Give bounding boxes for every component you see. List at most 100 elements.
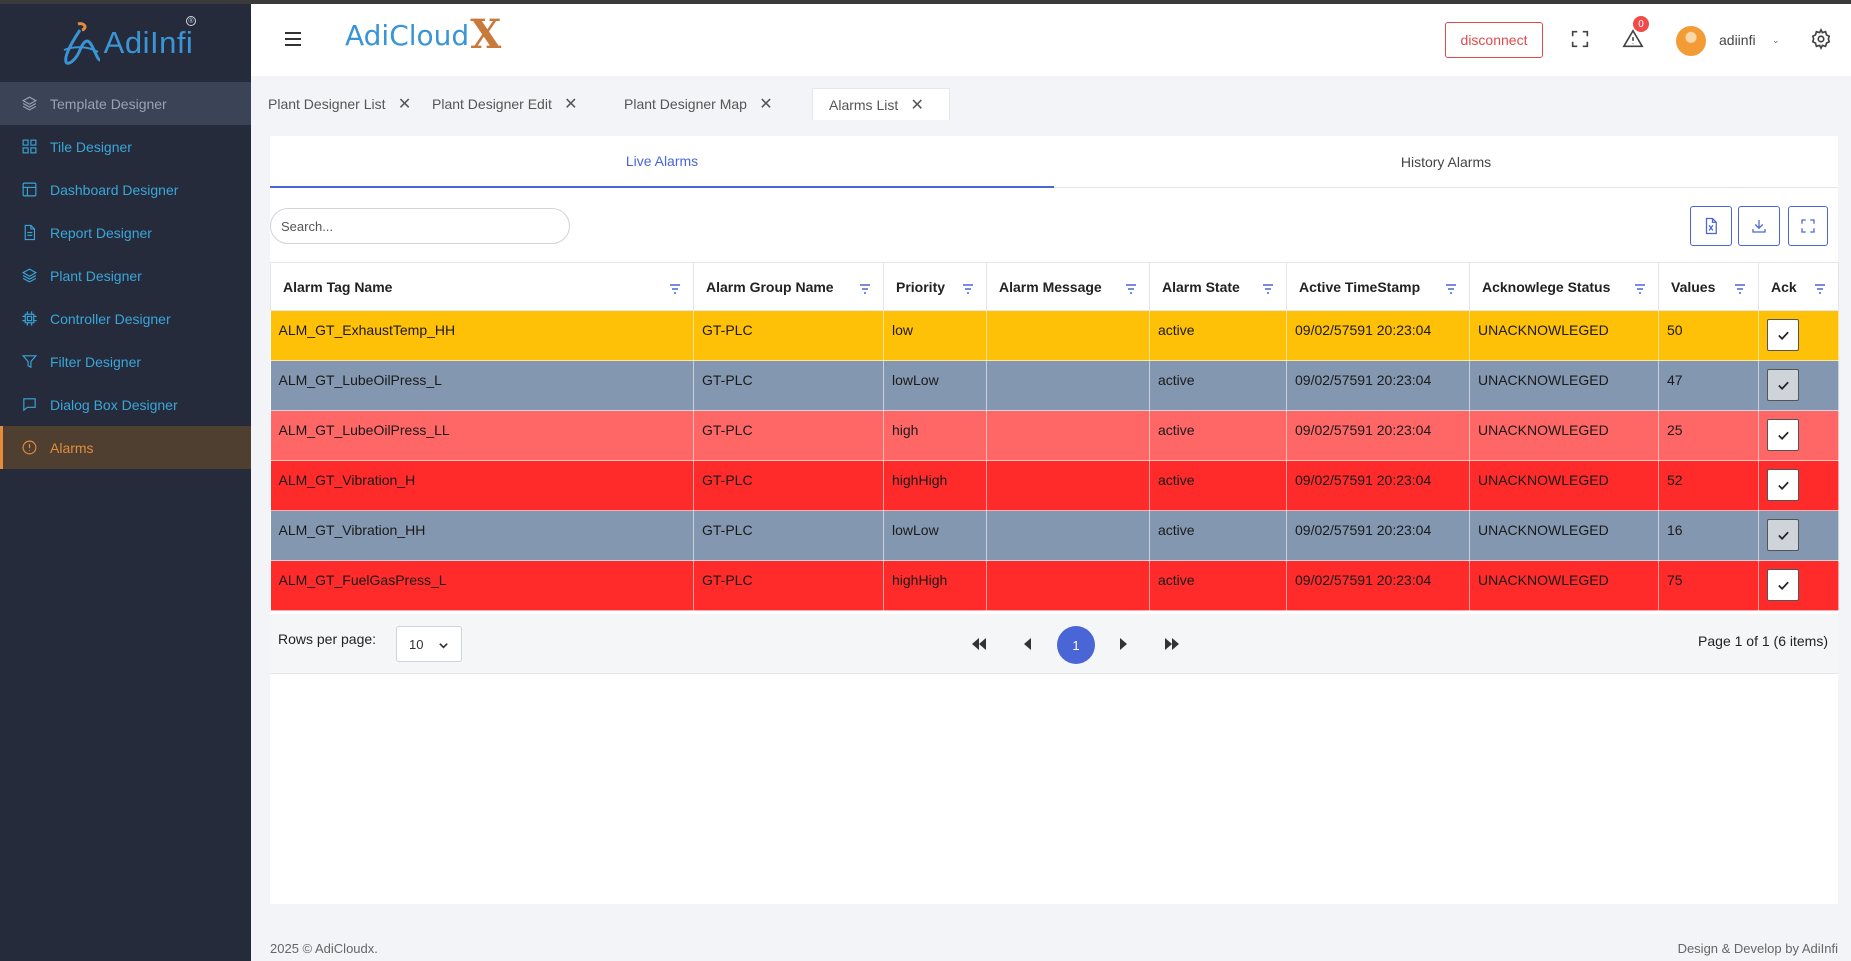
acknowledge-button[interactable]	[1767, 319, 1799, 351]
sidebar-item-tile-designer[interactable]: Tile Designer	[0, 125, 251, 168]
sidebar-item-dashboard-designer[interactable]: Dashboard Designer	[0, 168, 251, 211]
column-header-acknowledge-status[interactable]: Acknowlege Status	[1469, 262, 1659, 311]
cell-alarm-tag: ALM_GT_ExhaustTemp_HH	[270, 310, 694, 361]
alarm-warning-icon[interactable]	[1622, 28, 1644, 50]
column-header-values[interactable]: Values	[1658, 262, 1759, 311]
brand-logo[interactable]: AdiInfi ®	[0, 4, 251, 82]
cell-group: GT-PLC	[693, 410, 884, 461]
column-header-active-timestamp[interactable]: Active TimeStamp	[1286, 262, 1470, 311]
cell-group: GT-PLC	[693, 460, 884, 511]
filter-icon[interactable]	[1814, 281, 1826, 294]
rows-per-page-select[interactable]: 10	[396, 626, 462, 662]
sidebar-item-alarms[interactable]: Alarms	[0, 426, 251, 469]
table-row[interactable]: ALM_GT_LubeOilPress_LL GT-PLC high activ…	[270, 410, 1839, 461]
column-header-alarm-message[interactable]: Alarm Message	[986, 262, 1150, 311]
table-row[interactable]: ALM_GT_Vibration_HH GT-PLC lowLow active…	[270, 510, 1839, 561]
tab-live-alarms[interactable]: Live Alarms	[270, 136, 1054, 188]
sidebar-item-dialog-box-designer[interactable]: Dialog Box Designer	[0, 383, 251, 426]
close-icon[interactable]: ✕	[397, 96, 412, 113]
cell-timestamp: 09/02/57591 20:23:04	[1286, 410, 1470, 461]
download-button[interactable]	[1738, 206, 1780, 246]
filter-icon	[20, 353, 38, 371]
fullscreen-icon[interactable]	[1569, 28, 1591, 50]
column-label: Alarm State	[1162, 278, 1240, 295]
disconnect-button[interactable]: disconnect	[1445, 22, 1543, 58]
column-label: Alarm Group Name	[706, 278, 834, 295]
filter-icon[interactable]	[962, 281, 974, 294]
acknowledge-button[interactable]	[1767, 569, 1799, 601]
filter-icon[interactable]	[1125, 281, 1137, 294]
layers-icon	[20, 267, 38, 285]
notification-badge: 0	[1633, 16, 1649, 32]
column-header-priority[interactable]: Priority	[883, 262, 987, 311]
chevron-left-icon	[1024, 638, 1031, 650]
grid-fullscreen-button[interactable]	[1788, 206, 1828, 246]
filter-icon[interactable]	[1634, 281, 1646, 294]
next-page-button[interactable]	[1111, 632, 1135, 656]
column-label: Alarm Tag Name	[283, 278, 393, 295]
sidebar-item-label: Dashboard Designer	[50, 181, 179, 198]
acknowledge-button[interactable]	[1767, 519, 1799, 551]
search-input[interactable]	[270, 208, 570, 244]
tab-plant-designer-edit[interactable]: Plant Designer Edit ✕	[432, 88, 624, 120]
table-row[interactable]: ALM_GT_LubeOilPress_L GT-PLC lowLow acti…	[270, 360, 1839, 411]
filter-icon[interactable]	[1445, 281, 1457, 294]
column-header-alarm-group-name[interactable]: Alarm Group Name	[693, 262, 884, 311]
chip-icon	[20, 310, 38, 328]
menu-toggle-icon[interactable]	[285, 32, 301, 46]
export-excel-button[interactable]	[1690, 206, 1732, 246]
sidebar-item-template-designer[interactable]: Template Designer	[0, 82, 251, 125]
table-row[interactable]: ALM_GT_Vibration_H GT-PLC highHigh activ…	[270, 460, 1839, 511]
close-icon[interactable]: ✕	[564, 96, 578, 113]
app-logo[interactable]: AdiCloud X	[345, 15, 501, 55]
check-icon	[1777, 381, 1789, 390]
cell-ack-status: UNACKNOWLEGED	[1469, 360, 1659, 411]
cell-ack	[1758, 460, 1839, 511]
filter-icon[interactable]	[859, 281, 871, 294]
table-row[interactable]: ALM_GT_FuelGasPress_L GT-PLC highHigh ac…	[270, 560, 1839, 611]
close-icon[interactable]: ✕	[759, 96, 773, 113]
brand-name: AdiInfi	[103, 25, 194, 60]
cell-ack	[1758, 410, 1839, 461]
page-info: Page 1 of 1 (6 items)	[1698, 633, 1828, 649]
filter-icon[interactable]	[1734, 281, 1746, 294]
sidebar-item-filter-designer[interactable]: Filter Designer	[0, 340, 251, 383]
layers-icon	[20, 95, 38, 113]
filter-icon[interactable]	[669, 281, 681, 294]
acknowledge-button[interactable]	[1767, 419, 1799, 451]
tab-label: Plant Designer Map	[624, 96, 747, 112]
sidebar-item-plant-designer[interactable]: Plant Designer	[0, 254, 251, 297]
last-page-button[interactable]	[1160, 632, 1184, 656]
avatar[interactable]	[1676, 26, 1706, 56]
tab-plant-designer-map[interactable]: Plant Designer Map ✕	[624, 88, 810, 120]
page-1-button[interactable]: 1	[1057, 626, 1095, 664]
tab-history-alarms[interactable]: History Alarms	[1400, 154, 1492, 170]
acknowledge-button[interactable]	[1767, 369, 1799, 401]
filter-icon[interactable]	[1262, 281, 1274, 294]
tab-alarms-list[interactable]: Alarms List ✕	[812, 88, 950, 120]
sidebar-item-report-designer[interactable]: Report Designer	[0, 211, 251, 254]
app-frame: AdiInfi ® Template Designer Tile Designe…	[0, 4, 1851, 961]
double-chevron-right-icon	[1165, 638, 1179, 650]
close-icon[interactable]: ✕	[910, 96, 924, 114]
previous-page-button[interactable]	[1016, 632, 1040, 656]
chat-icon	[20, 396, 38, 414]
first-page-button[interactable]	[967, 632, 991, 656]
cell-alarm-tag: ALM_GT_Vibration_HH	[270, 510, 694, 561]
column-header-alarm-state[interactable]: Alarm State	[1149, 262, 1287, 311]
table-row[interactable]: ALM_GT_ExhaustTemp_HH GT-PLC low active …	[270, 310, 1839, 361]
cell-group: GT-PLC	[693, 560, 884, 611]
cell-timestamp: 09/02/57591 20:23:04	[1286, 460, 1470, 511]
gear-icon[interactable]	[1810, 27, 1832, 51]
tab-plant-designer-list[interactable]: Plant Designer List ✕	[268, 88, 432, 120]
cell-timestamp: 09/02/57591 20:23:04	[1286, 360, 1470, 411]
sidebar-item-controller-designer[interactable]: Controller Designer	[0, 297, 251, 340]
column-header-ack[interactable]: Ack	[1758, 262, 1839, 311]
sidebar-item-label: Tile Designer	[50, 138, 132, 155]
user-name[interactable]: adiinfi	[1719, 32, 1756, 48]
cell-value: 16	[1658, 510, 1759, 561]
column-header-alarm-tag-name[interactable]: Alarm Tag Name	[270, 262, 694, 311]
chevron-down-icon[interactable]: ⌄	[1772, 35, 1780, 45]
acknowledge-button[interactable]	[1767, 469, 1799, 501]
cell-timestamp: 09/02/57591 20:23:04	[1286, 310, 1470, 361]
